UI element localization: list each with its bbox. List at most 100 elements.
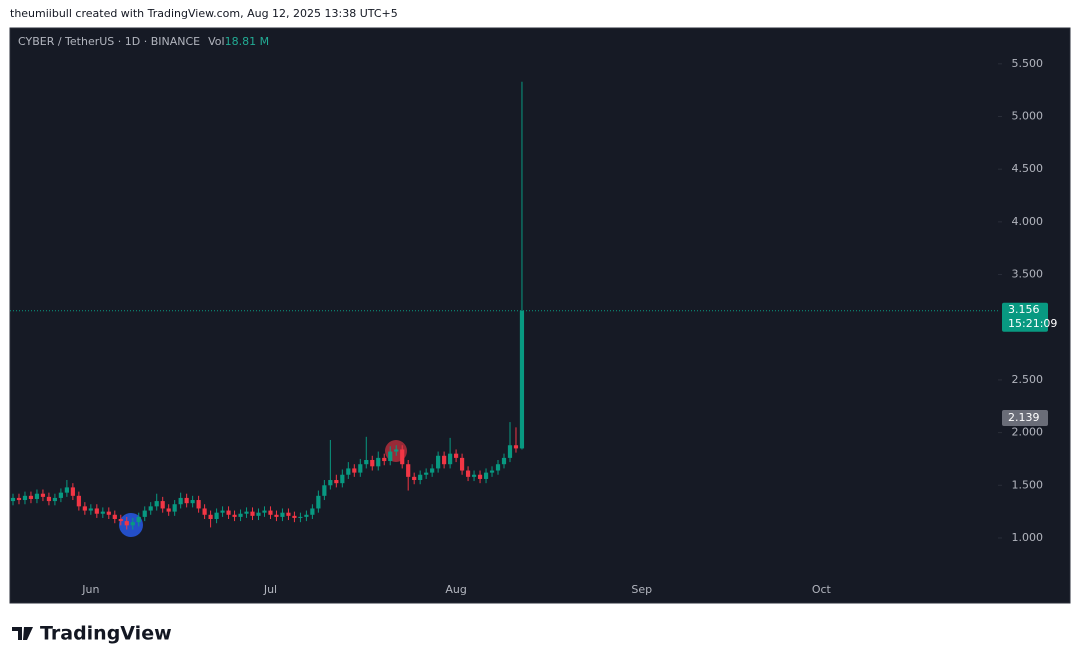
candle-body xyxy=(495,464,501,471)
candle-body xyxy=(394,449,399,452)
candle-body xyxy=(184,497,189,504)
chart-panel xyxy=(9,27,1071,604)
candle-body xyxy=(430,468,435,473)
y-tick-label: 2.000 xyxy=(1012,426,1044,439)
candle-body xyxy=(148,506,153,511)
y-tick-label: 4.500 xyxy=(1012,162,1044,175)
candle-body xyxy=(244,511,249,514)
candle-body xyxy=(465,470,471,477)
candle-body xyxy=(94,508,99,514)
candle-body xyxy=(328,480,333,486)
logo-icon xyxy=(12,627,33,640)
candle-body xyxy=(106,511,111,515)
candle-body xyxy=(16,497,22,501)
candle-body xyxy=(364,459,369,465)
candle-body xyxy=(459,457,465,471)
candle-body xyxy=(22,495,28,501)
candle-body xyxy=(190,500,195,504)
candle-body xyxy=(136,516,141,523)
candle-body xyxy=(483,472,489,479)
candle-body xyxy=(100,511,105,514)
candle-body xyxy=(118,518,123,522)
candle-body xyxy=(406,464,411,477)
candle-body xyxy=(340,474,345,484)
candle-body xyxy=(196,500,201,509)
y-tick-label: 3.500 xyxy=(1012,268,1044,281)
candle-body xyxy=(214,512,219,519)
candle-body xyxy=(178,497,183,505)
candle-body xyxy=(10,497,16,502)
legend: CYBER / TetherUS · 1D · BINANCE Vol18.81 … xyxy=(18,35,269,48)
candle-body xyxy=(454,453,459,458)
candle-body xyxy=(376,457,381,467)
candle-body xyxy=(352,468,357,473)
last-price-box xyxy=(1002,302,1048,332)
y-tick-label: 1.500 xyxy=(1012,478,1044,491)
candle-body xyxy=(477,474,483,479)
price-label-box xyxy=(1002,409,1048,426)
candle-body xyxy=(358,464,363,473)
candle-body xyxy=(400,449,405,465)
candle-body xyxy=(489,470,495,473)
symbol: CYBER / TetherUS · 1D · BINANCE xyxy=(18,35,200,48)
candles xyxy=(10,81,525,530)
volume-label: Vol xyxy=(208,35,224,48)
candle-body xyxy=(28,495,34,499)
candle-body xyxy=(292,515,297,518)
attribution: theumiibull created with TradingView.com… xyxy=(10,7,398,20)
candle-body xyxy=(160,501,165,509)
candle-body xyxy=(226,510,231,515)
x-tick-label: Oct xyxy=(812,583,832,596)
candle-body xyxy=(370,459,375,467)
candle-body xyxy=(142,510,147,517)
candle-body xyxy=(34,493,40,499)
candle-body xyxy=(346,468,351,475)
candle-body xyxy=(322,485,327,496)
candle-body xyxy=(280,512,285,517)
candle-body xyxy=(64,487,69,493)
last-price-label: 3.156 xyxy=(1008,303,1040,316)
candle-body xyxy=(412,476,417,481)
candle-body xyxy=(418,474,423,481)
candle-body xyxy=(334,480,339,484)
candle-body xyxy=(316,495,321,509)
candle-body xyxy=(501,457,507,465)
y-tick-label: 5.500 xyxy=(1012,57,1044,70)
candle-body xyxy=(208,514,213,519)
candle-body xyxy=(382,457,387,462)
candle-body xyxy=(172,504,177,512)
candle-body xyxy=(442,455,447,465)
candle-body xyxy=(130,522,135,526)
candle-body xyxy=(232,514,237,517)
candle-body xyxy=(268,510,273,515)
candle-body xyxy=(304,514,309,517)
candle-body xyxy=(250,511,255,516)
brand-logo: TradingView xyxy=(12,623,172,645)
x-tick-label: Jun xyxy=(81,583,99,596)
y-tick-label: 5.000 xyxy=(1012,110,1044,123)
candle-body xyxy=(124,521,129,526)
candle-body xyxy=(298,516,303,518)
candle-body xyxy=(88,508,93,511)
countdown: 15:21:09 xyxy=(1008,317,1057,330)
y-tick-label: 1.000 xyxy=(1012,531,1044,544)
candle-body xyxy=(448,453,453,465)
candle-body xyxy=(70,487,75,496)
y-tick-label: 2.500 xyxy=(1012,373,1044,386)
candle-body xyxy=(154,501,159,507)
candle-body xyxy=(471,474,477,477)
brand: TradingView xyxy=(40,623,172,645)
candle-body xyxy=(256,512,261,516)
candle-body xyxy=(513,445,519,449)
candle-body xyxy=(202,508,207,515)
candle-body xyxy=(507,445,513,458)
candle-body xyxy=(262,510,267,513)
candle-body xyxy=(424,472,429,475)
candle-body xyxy=(166,508,171,512)
y-tick-label: 4.000 xyxy=(1012,215,1044,228)
candle-body xyxy=(310,508,315,515)
candle-body xyxy=(388,451,393,462)
candle-body xyxy=(112,514,117,519)
